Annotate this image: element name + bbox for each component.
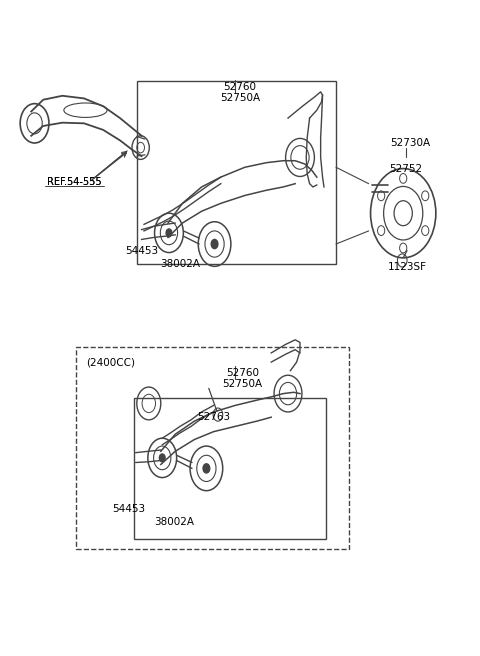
Text: REF.54-555: REF.54-555	[47, 177, 102, 188]
Text: 52750A: 52750A	[220, 92, 260, 103]
Bar	[134, 398, 326, 539]
Circle shape	[211, 239, 218, 249]
Text: (2400CC): (2400CC)	[86, 358, 135, 368]
Circle shape	[166, 229, 172, 237]
Text: 52763: 52763	[197, 411, 230, 422]
Text: 54453: 54453	[112, 504, 145, 514]
Circle shape	[159, 454, 165, 462]
Circle shape	[203, 464, 210, 473]
Bar	[137, 81, 336, 264]
Text: 54453: 54453	[125, 246, 158, 256]
Text: 52750A: 52750A	[222, 379, 263, 389]
Text: 38002A: 38002A	[160, 259, 200, 270]
Bar	[76, 347, 349, 549]
Text: 38002A: 38002A	[154, 517, 194, 527]
Text: 52752: 52752	[389, 164, 422, 174]
Text: 52760: 52760	[224, 81, 256, 92]
Text: 1123SF: 1123SF	[387, 262, 427, 272]
Text: 52760: 52760	[226, 367, 259, 378]
Text: REF.54-555: REF.54-555	[47, 177, 102, 188]
Text: 52730A: 52730A	[390, 138, 431, 148]
